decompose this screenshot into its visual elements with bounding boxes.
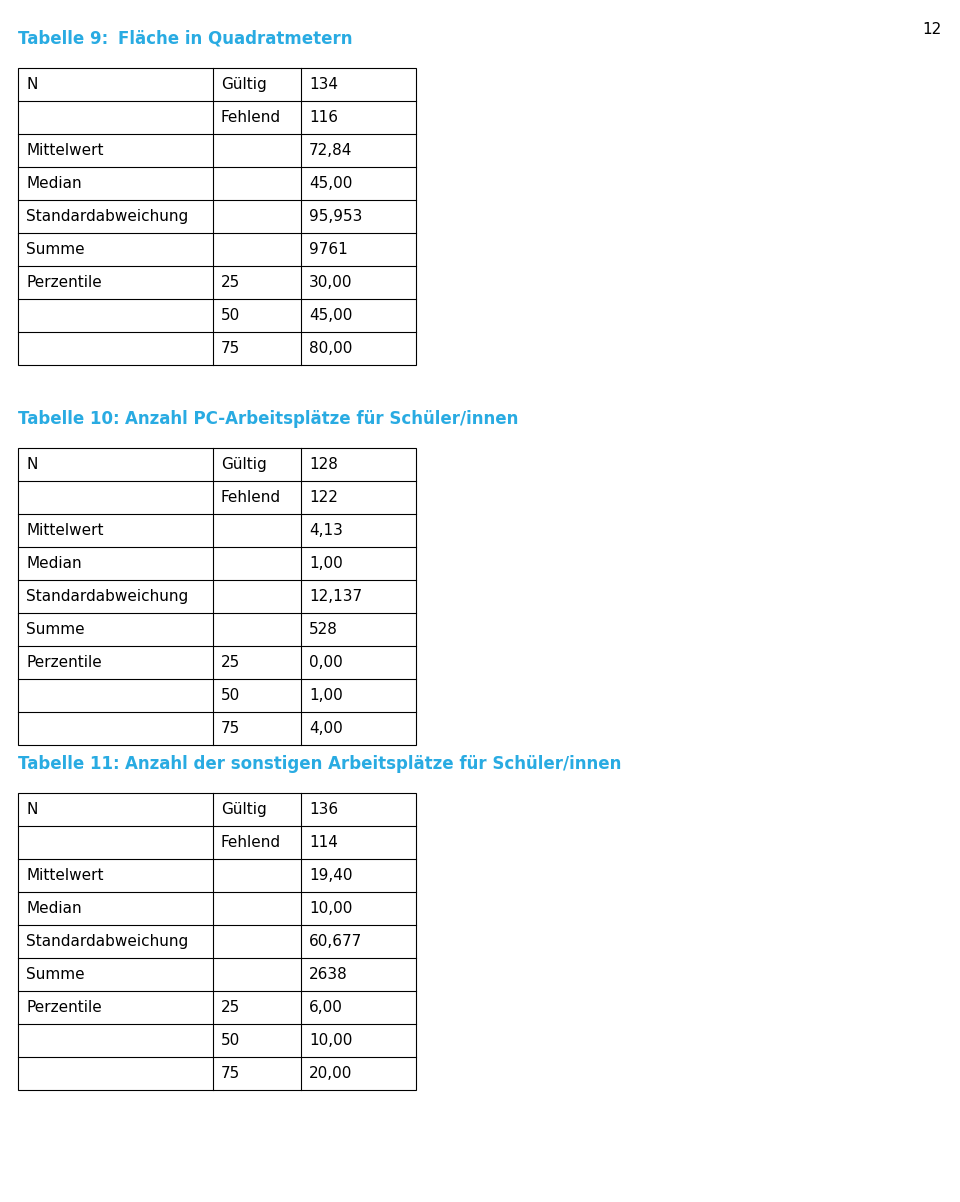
Text: Perzentile: Perzentile (26, 275, 102, 290)
Text: 19,40: 19,40 (309, 868, 352, 883)
Text: 50: 50 (221, 1033, 240, 1048)
Bar (18, 793, 416, 1090)
Text: Summe: Summe (26, 242, 84, 257)
Text: N: N (26, 802, 37, 817)
Bar (18, 448, 416, 745)
Text: Mittelwert: Mittelwert (26, 868, 104, 883)
Text: Perzentile: Perzentile (26, 1000, 102, 1014)
Text: Tabelle 9:: Tabelle 9: (18, 30, 108, 48)
Text: Tabelle 11:: Tabelle 11: (18, 755, 120, 773)
Text: 10,00: 10,00 (309, 1033, 352, 1048)
Text: 116: 116 (309, 111, 338, 125)
Text: 75: 75 (221, 721, 240, 736)
Text: 1,00: 1,00 (309, 688, 343, 703)
Text: Fläche in Quadratmetern: Fläche in Quadratmetern (118, 30, 352, 48)
Text: 12: 12 (923, 22, 942, 37)
Text: 2638: 2638 (309, 966, 348, 982)
Text: 95,953: 95,953 (309, 209, 362, 224)
Text: 122: 122 (309, 490, 338, 505)
Text: 60,677: 60,677 (309, 934, 362, 950)
Text: 4,13: 4,13 (309, 523, 343, 538)
Text: Anzahl der sonstigen Arbeitsplätze für Schüler/innen: Anzahl der sonstigen Arbeitsplätze für S… (125, 755, 621, 773)
Text: Median: Median (26, 557, 82, 571)
Text: 80,00: 80,00 (309, 341, 352, 356)
Bar (18, 69, 416, 365)
Text: N: N (26, 77, 37, 93)
Text: Gültig: Gültig (221, 77, 267, 93)
Text: 4,00: 4,00 (309, 721, 343, 736)
Text: 45,00: 45,00 (309, 175, 352, 191)
Text: Fehlend: Fehlend (221, 490, 281, 505)
Text: 25: 25 (221, 275, 240, 290)
Text: Tabelle 10:: Tabelle 10: (18, 410, 120, 428)
Text: 6,00: 6,00 (309, 1000, 343, 1014)
Text: Summe: Summe (26, 621, 84, 637)
Text: Gültig: Gültig (221, 802, 267, 817)
Text: Mittelwert: Mittelwert (26, 143, 104, 157)
Text: 50: 50 (221, 308, 240, 323)
Text: 128: 128 (309, 457, 338, 472)
Text: 30,00: 30,00 (309, 275, 352, 290)
Text: Median: Median (26, 902, 82, 916)
Text: 45,00: 45,00 (309, 308, 352, 323)
Text: 114: 114 (309, 835, 338, 850)
Text: 9761: 9761 (309, 242, 348, 257)
Text: 75: 75 (221, 341, 240, 356)
Text: Fehlend: Fehlend (221, 111, 281, 125)
Text: 134: 134 (309, 77, 338, 93)
Text: Gültig: Gültig (221, 457, 267, 472)
Text: 136: 136 (309, 802, 338, 817)
Text: 72,84: 72,84 (309, 143, 352, 157)
Text: 528: 528 (309, 621, 338, 637)
Text: 25: 25 (221, 1000, 240, 1014)
Text: Standardabweichung: Standardabweichung (26, 934, 188, 950)
Text: 0,00: 0,00 (309, 655, 343, 670)
Text: Standardabweichung: Standardabweichung (26, 209, 188, 224)
Text: 25: 25 (221, 655, 240, 670)
Text: 12,137: 12,137 (309, 589, 362, 603)
Text: Perzentile: Perzentile (26, 655, 102, 670)
Text: N: N (26, 457, 37, 472)
Text: Fehlend: Fehlend (221, 835, 281, 850)
Text: Mittelwert: Mittelwert (26, 523, 104, 538)
Text: 1,00: 1,00 (309, 557, 343, 571)
Text: Anzahl PC-Arbeitsplätze für Schüler/innen: Anzahl PC-Arbeitsplätze für Schüler/inne… (125, 410, 518, 428)
Text: 75: 75 (221, 1066, 240, 1081)
Text: Median: Median (26, 175, 82, 191)
Text: Summe: Summe (26, 966, 84, 982)
Text: 50: 50 (221, 688, 240, 703)
Text: Standardabweichung: Standardabweichung (26, 589, 188, 603)
Text: 10,00: 10,00 (309, 902, 352, 916)
Text: 20,00: 20,00 (309, 1066, 352, 1081)
